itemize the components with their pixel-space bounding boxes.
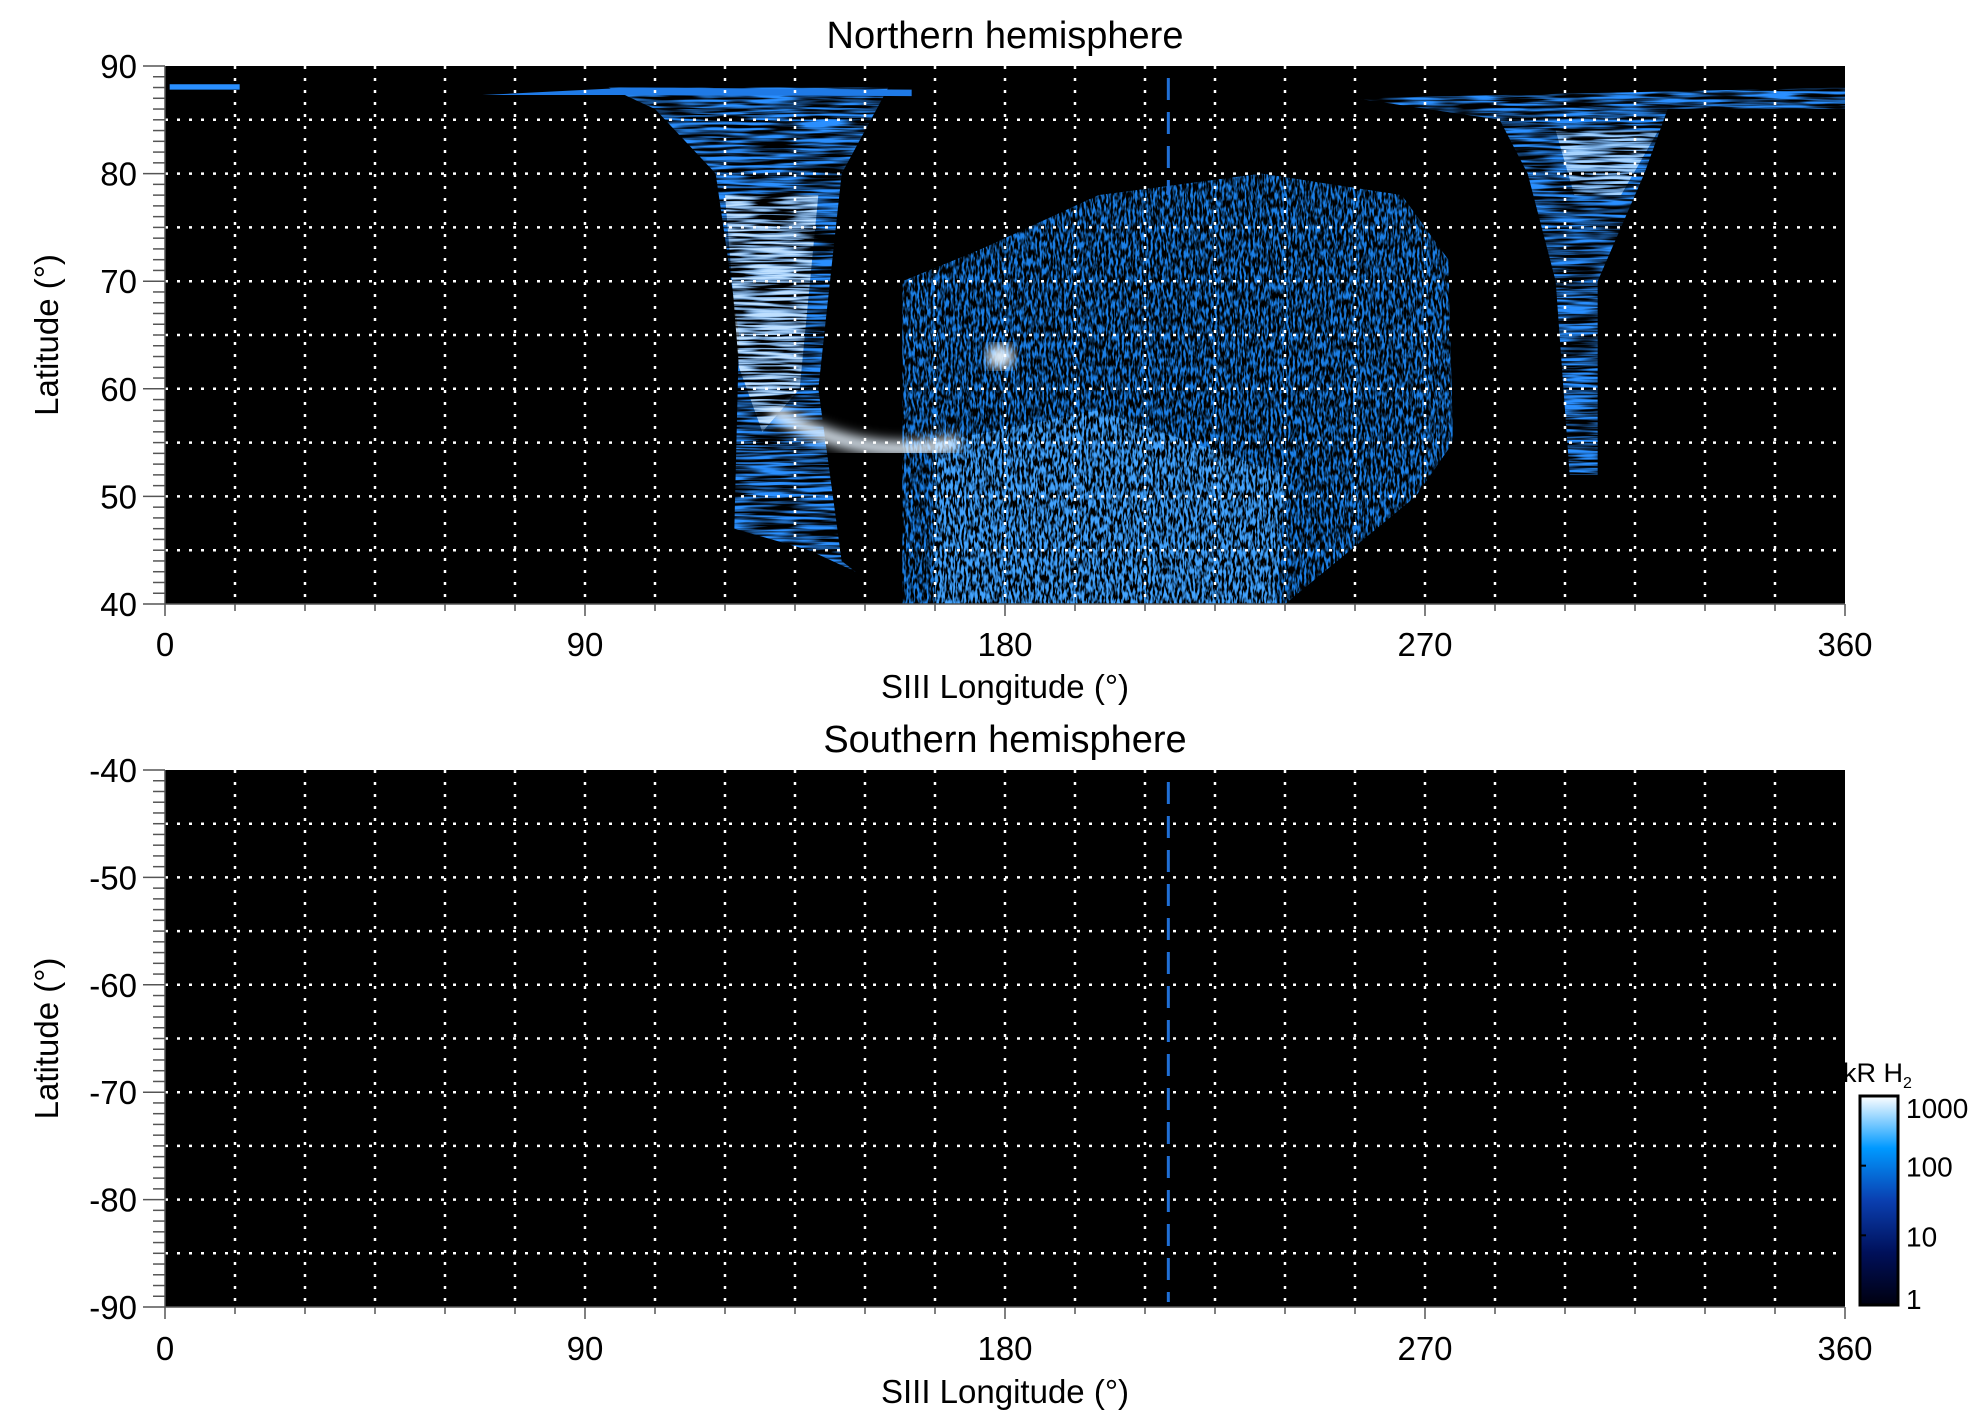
y-tick-label: -60 <box>89 967 137 1004</box>
polar-streak <box>482 87 912 97</box>
y-tick-label: -70 <box>89 1074 137 1111</box>
auroral-oval-right-bright <box>1555 130 1659 196</box>
y-tick-label: 90 <box>100 48 137 85</box>
colorbar-label: kR H2 <box>1843 1058 1912 1092</box>
y-tick-label: 70 <box>100 263 137 300</box>
y-tick-label: -50 <box>89 859 137 896</box>
colorbar-label-subscript: 2 <box>1903 1075 1912 1092</box>
colorbar-tick-label: 10 <box>1906 1221 1937 1252</box>
chart-title: Northern hemisphere <box>827 15 1184 57</box>
colorbar-gradient <box>1858 1094 1900 1307</box>
diffuse-emission-bright <box>935 410 1285 604</box>
y-tick-label: -80 <box>89 1182 137 1219</box>
colorbar-tick-label: 100 <box>1906 1152 1953 1183</box>
x-axis-label: SIII Longitude (°) <box>881 668 1129 705</box>
emission-map <box>169 84 1845 604</box>
colorbar-tick-label: 1000 <box>1906 1093 1968 1124</box>
colorbar: kR H2 1 10 100 1000 <box>1843 1058 1968 1315</box>
bright-spot <box>986 344 1015 369</box>
y-tick-label: 60 <box>100 371 137 408</box>
auroral-oval-left-bright <box>725 195 819 432</box>
x-tick-label: 270 <box>1397 626 1452 663</box>
x-tick-label: 360 <box>1817 1330 1872 1367</box>
axes <box>143 65 1846 616</box>
x-tick-label: 0 <box>156 1330 174 1367</box>
x-tick-label: 90 <box>567 626 604 663</box>
x-tick-label: 180 <box>977 626 1032 663</box>
grid <box>165 66 1845 604</box>
y-tick-label: 80 <box>100 156 137 193</box>
panel-northern: 0 90 180 270 360 40 50 60 70 80 90 Northern hemisph… <box>28 15 1873 705</box>
polar-streak <box>169 84 240 90</box>
grid <box>165 770 1845 1307</box>
x-axis-label: SIII Longitude (°) <box>881 1373 1129 1410</box>
x-tick-label: 270 <box>1397 1330 1452 1367</box>
y-tick-label: 40 <box>100 586 137 623</box>
x-tick-label: 360 <box>1817 626 1872 663</box>
chart-title: Southern hemisphere <box>823 719 1186 761</box>
x-tick-label: 90 <box>567 1330 604 1367</box>
panel-southern: 0 90 180 270 360 -90 -80 -70 -60 -50 -40 Southern h… <box>28 719 1873 1410</box>
x-tick-label: 180 <box>977 1330 1032 1367</box>
y-tick-label: 50 <box>100 478 137 515</box>
x-tick-label: 0 <box>156 626 174 663</box>
y-axis-label: Latitude (°) <box>28 958 65 1120</box>
y-axis-label: Latitude (°) <box>28 254 65 416</box>
bright-arc <box>768 404 960 456</box>
colorbar-tick-label: 1 <box>1906 1284 1922 1315</box>
y-tick-label: -90 <box>89 1289 137 1326</box>
axes <box>143 769 1846 1319</box>
y-tick-label: -40 <box>89 752 137 789</box>
